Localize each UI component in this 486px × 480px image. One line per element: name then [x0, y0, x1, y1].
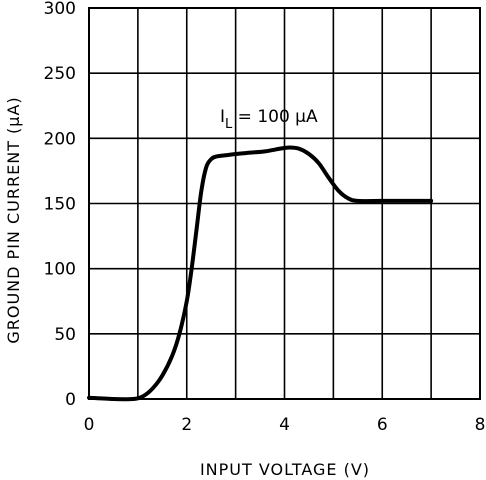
data-point [111, 397, 115, 401]
data-point [131, 397, 135, 401]
data-point [287, 145, 291, 149]
x-tick-label: 8 [475, 415, 486, 435]
y-tick-label: 0 [65, 390, 76, 410]
data-point [185, 299, 189, 303]
x-tick-label: 0 [84, 415, 95, 435]
data-point [151, 387, 155, 391]
grid-lines [89, 8, 480, 399]
data-point [177, 332, 181, 336]
plot-area-frame [88, 7, 481, 400]
series-line [87, 145, 434, 402]
x-tick-label: 6 [377, 415, 388, 435]
data-point [190, 267, 194, 271]
data-point [170, 354, 174, 358]
data-points [87, 145, 433, 401]
x-tick-labels: 0 2 4 6 8 [84, 415, 486, 435]
data-point [214, 155, 218, 159]
data-point [199, 188, 203, 192]
data-point [234, 152, 238, 156]
data-point [195, 228, 199, 232]
data-point [346, 196, 350, 200]
data-point [224, 153, 228, 157]
y-tick-label: 50 [54, 325, 76, 345]
data-point [405, 199, 409, 203]
data-point [209, 157, 213, 161]
y-tick-label: 100 [44, 260, 76, 280]
y-tick-label: 150 [44, 195, 76, 215]
load-current-annotation: IL = 100 μA [220, 107, 318, 132]
x-tick-label: 4 [279, 415, 290, 435]
data-point [204, 165, 208, 169]
data-point [263, 149, 267, 153]
y-tick-label: 300 [44, 0, 76, 19]
data-point [429, 199, 433, 203]
data-point [297, 147, 301, 151]
y-axis-title: GROUND PIN CURRENT (μA) [4, 96, 23, 343]
data-point [356, 199, 360, 203]
data-point [141, 394, 145, 398]
data-point [307, 152, 311, 156]
y-tick-labels: 0 50 100 150 200 250 300 [44, 0, 76, 410]
data-point [317, 161, 321, 165]
data-point [278, 147, 282, 151]
y-tick-label: 250 [44, 64, 76, 84]
data-point [87, 396, 91, 400]
data-point [336, 188, 340, 192]
x-tick-label: 2 [181, 415, 192, 435]
y-tick-label: 200 [44, 129, 76, 149]
data-point [326, 175, 330, 179]
data-point [380, 199, 384, 203]
x-axis-title: INPUT VOLTAGE (V) [200, 460, 370, 479]
data-point [248, 151, 252, 155]
data-point [160, 374, 164, 378]
